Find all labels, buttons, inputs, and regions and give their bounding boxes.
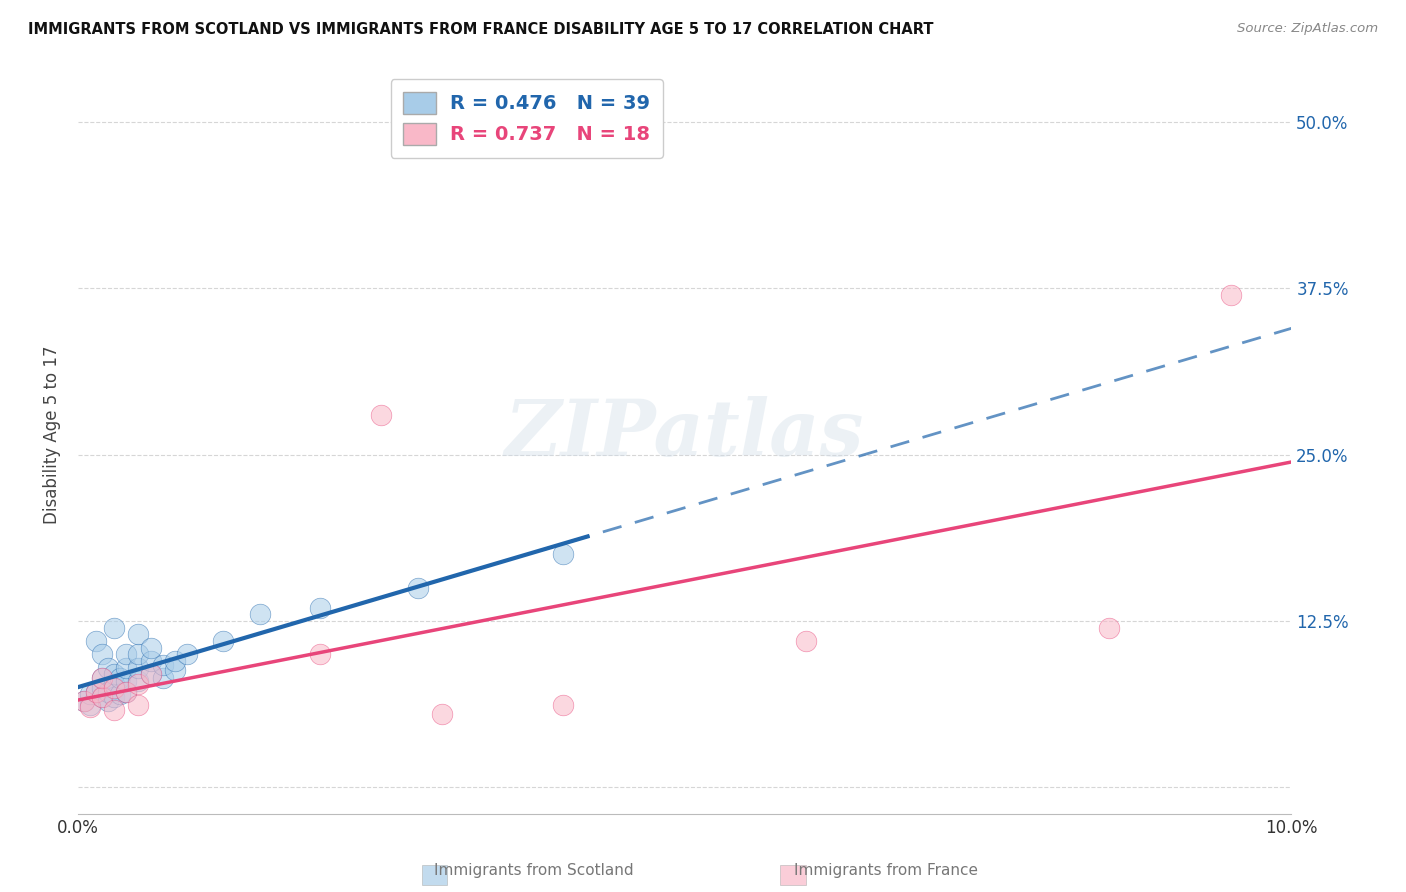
Point (139, 667, 162, 681)
Point (84, 634, 107, 648)
Point (73, 694, 96, 708)
Point (406, 581, 429, 595)
Text: IMMIGRANTS FROM SCOTLAND VS IMMIGRANTS FROM FRANCE DISABILITY AGE 5 TO 17 CORREL: IMMIGRANTS FROM SCOTLAND VS IMMIGRANTS F… (28, 22, 934, 37)
Point (91, 671, 114, 685)
Point (91, 690, 114, 704)
Point (91, 690, 114, 704)
Point (127, 660, 149, 674)
Point (152, 671, 174, 685)
Point (115, 660, 138, 674)
Text: ZIPatlas: ZIPatlas (505, 396, 865, 473)
Point (1219, 287, 1241, 301)
Point (176, 647, 198, 661)
Point (212, 634, 235, 648)
Point (91, 647, 114, 661)
Point (553, 698, 575, 712)
Point (309, 600, 332, 615)
Point (430, 707, 453, 722)
Point (127, 627, 149, 641)
Point (553, 548, 575, 562)
Point (115, 684, 138, 698)
Legend: R = 0.476   N = 39, R = 0.737   N = 18: R = 0.476 N = 39, R = 0.737 N = 18 (391, 79, 662, 158)
Point (163, 654, 186, 668)
Point (115, 684, 138, 698)
Y-axis label: Disability Age 5 to 17: Disability Age 5 to 17 (44, 345, 60, 524)
Point (1098, 621, 1121, 635)
Point (127, 676, 149, 690)
Point (91, 671, 114, 685)
Point (79, 687, 101, 701)
Text: Source: ZipAtlas.com: Source: ZipAtlas.com (1237, 22, 1378, 36)
Point (97, 660, 120, 674)
Point (97, 684, 120, 698)
Point (91, 681, 114, 695)
Point (103, 690, 125, 704)
Point (127, 647, 149, 661)
Point (309, 647, 332, 661)
Point (370, 408, 392, 422)
Point (84, 684, 107, 698)
Point (127, 698, 149, 712)
Point (103, 676, 125, 690)
Point (103, 667, 125, 681)
Point (127, 673, 149, 688)
Point (103, 703, 125, 717)
Point (79, 700, 101, 714)
Point (110, 671, 132, 685)
Point (103, 621, 125, 635)
Point (794, 634, 817, 648)
Point (73, 694, 96, 708)
Point (84, 684, 107, 698)
Point (115, 673, 138, 688)
Point (79, 698, 101, 712)
Point (97, 694, 120, 708)
Point (110, 687, 132, 701)
Point (139, 654, 162, 668)
Point (139, 667, 162, 681)
Text: Immigrants from France: Immigrants from France (794, 863, 977, 878)
Point (152, 657, 174, 672)
Point (103, 681, 125, 695)
Point (115, 647, 138, 661)
Text: Immigrants from Scotland: Immigrants from Scotland (434, 863, 634, 878)
Point (249, 607, 271, 622)
Point (139, 640, 162, 655)
Point (163, 663, 186, 677)
